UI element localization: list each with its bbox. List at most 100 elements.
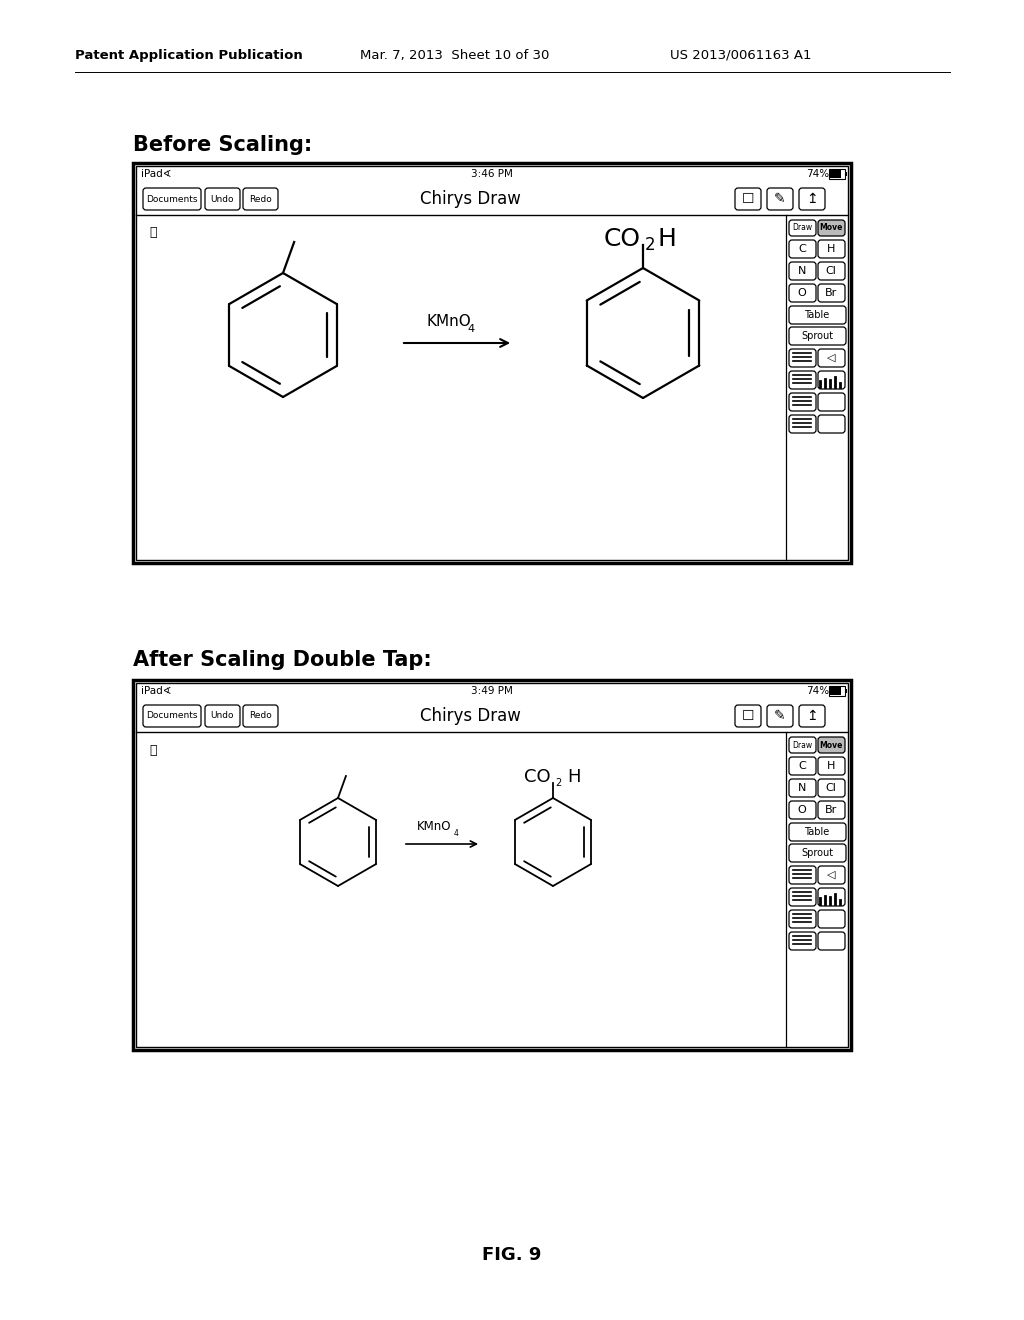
FancyBboxPatch shape (790, 909, 816, 928)
Text: Table: Table (805, 828, 829, 837)
Text: Cl: Cl (825, 267, 837, 276)
FancyBboxPatch shape (790, 306, 846, 323)
FancyBboxPatch shape (143, 705, 201, 727)
FancyBboxPatch shape (818, 348, 845, 367)
FancyBboxPatch shape (818, 284, 845, 302)
FancyBboxPatch shape (799, 187, 825, 210)
FancyBboxPatch shape (243, 187, 278, 210)
Text: Redo: Redo (249, 194, 271, 203)
FancyBboxPatch shape (818, 220, 845, 236)
Text: CO: CO (604, 227, 641, 251)
FancyBboxPatch shape (735, 187, 761, 210)
Bar (845, 689, 847, 693)
Text: O: O (798, 288, 806, 298)
Bar (830, 686, 841, 696)
FancyBboxPatch shape (790, 284, 816, 302)
Text: ☐: ☐ (741, 709, 755, 723)
Text: Documents: Documents (146, 711, 198, 721)
FancyBboxPatch shape (790, 756, 816, 775)
Text: CO: CO (524, 768, 551, 785)
Text: ◁: ◁ (826, 352, 836, 363)
Text: 74%: 74% (806, 686, 829, 696)
Text: FIG. 9: FIG. 9 (482, 1246, 542, 1265)
Text: ↥: ↥ (806, 191, 818, 206)
FancyBboxPatch shape (818, 393, 845, 411)
Text: US 2013/0061163 A1: US 2013/0061163 A1 (670, 49, 811, 62)
Bar (133, 680, 851, 1049)
Text: Sprout: Sprout (801, 847, 834, 858)
FancyBboxPatch shape (818, 888, 845, 906)
Text: Table: Table (805, 310, 829, 319)
Text: N: N (798, 267, 806, 276)
Text: Undo: Undo (210, 711, 233, 721)
FancyBboxPatch shape (818, 932, 845, 950)
FancyBboxPatch shape (818, 414, 845, 433)
Bar (136, 682, 848, 1047)
Bar (830, 170, 841, 178)
Text: C: C (798, 762, 806, 771)
FancyBboxPatch shape (790, 348, 816, 367)
Text: 2: 2 (555, 777, 561, 788)
Text: Draw: Draw (792, 741, 812, 750)
Text: N: N (798, 783, 806, 793)
FancyBboxPatch shape (735, 705, 761, 727)
Text: iPad∢: iPad∢ (141, 169, 171, 180)
FancyBboxPatch shape (767, 187, 793, 210)
Text: ✎: ✎ (774, 709, 785, 723)
Bar (845, 172, 847, 176)
FancyBboxPatch shape (818, 737, 845, 752)
FancyBboxPatch shape (790, 393, 816, 411)
Text: H: H (657, 227, 676, 251)
Text: After Scaling Double Tap:: After Scaling Double Tap: (133, 649, 432, 671)
Text: ✎: ✎ (774, 191, 785, 206)
Text: ⓘ: ⓘ (150, 227, 157, 239)
Text: ☐: ☐ (741, 191, 755, 206)
Text: Undo: Undo (210, 194, 233, 203)
FancyBboxPatch shape (790, 414, 816, 433)
Text: O: O (798, 805, 806, 814)
FancyBboxPatch shape (818, 756, 845, 775)
FancyBboxPatch shape (790, 737, 816, 752)
Text: H: H (826, 244, 836, 253)
Text: ◁: ◁ (826, 870, 836, 880)
Text: Move: Move (819, 223, 843, 232)
Text: H: H (567, 768, 581, 785)
FancyBboxPatch shape (790, 327, 846, 345)
Text: 3:46 PM: 3:46 PM (471, 169, 513, 180)
FancyBboxPatch shape (790, 866, 816, 884)
FancyBboxPatch shape (818, 371, 845, 389)
FancyBboxPatch shape (790, 801, 816, 818)
FancyBboxPatch shape (205, 187, 240, 210)
Text: Br: Br (825, 288, 838, 298)
FancyBboxPatch shape (790, 779, 816, 797)
FancyBboxPatch shape (790, 261, 816, 280)
Text: Cl: Cl (825, 783, 837, 793)
Text: ↥: ↥ (806, 709, 818, 723)
FancyBboxPatch shape (818, 240, 845, 257)
Text: H: H (826, 762, 836, 771)
Text: Mar. 7, 2013  Sheet 10 of 30: Mar. 7, 2013 Sheet 10 of 30 (360, 49, 549, 62)
Bar (133, 162, 851, 564)
Text: 74%: 74% (806, 169, 829, 180)
FancyBboxPatch shape (790, 220, 816, 236)
FancyBboxPatch shape (799, 705, 825, 727)
Text: Move: Move (819, 741, 843, 750)
Text: Br: Br (825, 805, 838, 814)
Bar (829, 686, 845, 696)
FancyBboxPatch shape (243, 705, 278, 727)
FancyBboxPatch shape (818, 779, 845, 797)
Text: Patent Application Publication: Patent Application Publication (75, 49, 303, 62)
FancyBboxPatch shape (818, 801, 845, 818)
FancyBboxPatch shape (818, 909, 845, 928)
Text: 3:49 PM: 3:49 PM (471, 686, 513, 696)
Bar (829, 169, 845, 180)
Text: Redo: Redo (249, 711, 271, 721)
Text: Before Scaling:: Before Scaling: (133, 135, 312, 154)
Text: 4: 4 (467, 323, 474, 334)
FancyBboxPatch shape (767, 705, 793, 727)
Text: Documents: Documents (146, 194, 198, 203)
Text: KMnO: KMnO (417, 820, 452, 833)
FancyBboxPatch shape (790, 843, 846, 862)
FancyBboxPatch shape (790, 888, 816, 906)
FancyBboxPatch shape (143, 187, 201, 210)
